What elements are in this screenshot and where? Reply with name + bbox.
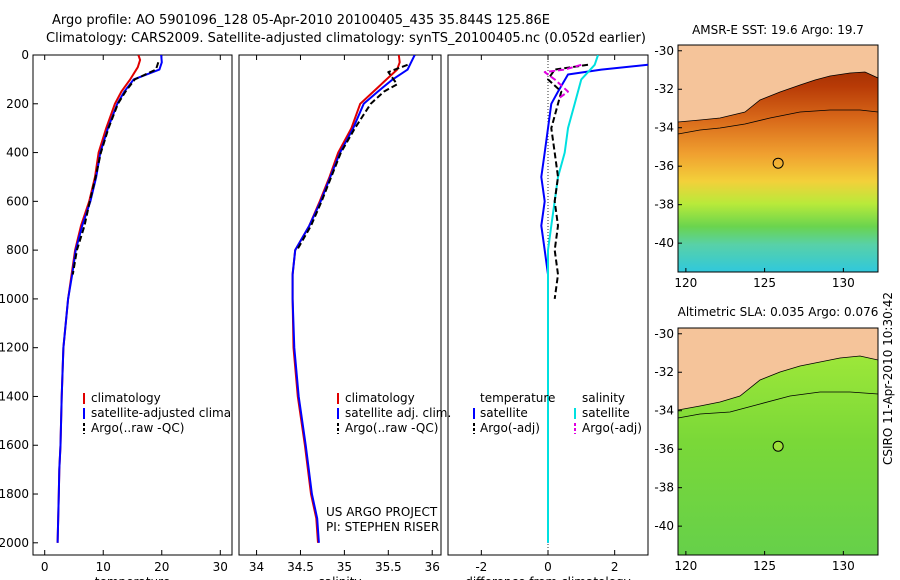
y-tick-label: 600 <box>6 194 29 208</box>
header-line1: Argo profile: AO 5901096_128 05-Apr-2010… <box>52 13 550 28</box>
isobath <box>678 109 878 135</box>
y-tick-label: -40 <box>654 236 674 250</box>
x-tick-label: 130 <box>832 276 855 290</box>
y-tick-label: 1400 <box>0 389 29 403</box>
timestamp-label: CSIRO 11-Apr-2010 10:30:42 <box>881 292 895 465</box>
x-tick-label: 34.5 <box>287 560 314 574</box>
x-tick-label: 130 <box>832 559 855 573</box>
x-tick-label: 125 <box>753 276 776 290</box>
y-tick-label: -32 <box>654 82 674 96</box>
y-tick-label: 1000 <box>0 292 29 306</box>
y-tick-label: 200 <box>6 97 29 111</box>
difference-legend: temperature salinity satellite Argo(-adj… <box>473 391 642 435</box>
x-tick-label: 10 <box>96 560 111 574</box>
y-tick-label: -38 <box>654 198 674 212</box>
series-line <box>56 55 142 543</box>
temperature-panel: 0 10 20 30 temperature 0 200 400 600 800 1000 1200 1… <box>0 48 233 580</box>
series-line <box>291 55 416 543</box>
y-tick-label: 0 <box>21 48 29 62</box>
land-mask <box>678 45 878 122</box>
y-tick-label: -36 <box>654 159 674 173</box>
legend-label-satellite: satellite-adjusted climatology <box>91 406 269 420</box>
y-tick-label: -34 <box>654 121 674 135</box>
x-tick-label: 0 <box>544 560 552 574</box>
isobath <box>678 391 878 419</box>
x-tick-label: 36 <box>425 560 440 574</box>
argo-position-marker <box>772 157 784 169</box>
sst-map-frame <box>677 44 879 273</box>
x-tick-label: -2 <box>475 560 487 574</box>
legend-label-sal-argo: Argo(-adj) <box>582 421 642 435</box>
series-line <box>547 63 589 300</box>
y-tick-label: -30 <box>654 327 674 341</box>
sst-map: AMSR-E SST: 19.6 Argo: 19.7 120 125 130 -30… <box>654 23 879 290</box>
y-tick-label: 2000 <box>0 536 29 550</box>
y-tick-label: 1200 <box>0 341 29 355</box>
x-tick-label: 35.5 <box>375 560 402 574</box>
x-axis-label: salinity <box>318 575 361 580</box>
difference-panel: -2 0 2difference from climatology <box>447 54 649 580</box>
plot-frame <box>238 54 442 556</box>
x-tick-label: 2 <box>611 560 619 574</box>
sst-map-axes: 120 125 130 -30 -32 -34 -36 -38 -40 <box>654 44 854 290</box>
x-tick-label: 34 <box>249 560 264 574</box>
land-mask <box>678 328 878 410</box>
sla-map: Altimetric SLA: 0.035 Argo: 0.076 120 125… <box>654 305 879 573</box>
series-line <box>543 63 582 100</box>
x-tick-label: 20 <box>154 560 169 574</box>
sst-map-title: AMSR-E SST: 19.6 Argo: 19.7 <box>692 23 864 37</box>
legend-label-climatology: climatology <box>91 391 161 405</box>
sla-map-axes: 120 125 130 -30 -32 -34 -36 -38 -40 <box>654 327 854 573</box>
y-tick-label: 400 <box>6 146 29 160</box>
series-line <box>296 63 408 251</box>
series-line <box>540 63 648 543</box>
x-tick-label: 120 <box>674 559 697 573</box>
y-tick-label: -40 <box>654 519 674 533</box>
y-tick-label: 1800 <box>0 487 29 501</box>
argo-position-marker <box>772 440 784 452</box>
credit-line1: US ARGO PROJECT <box>326 505 438 519</box>
legend-label-sal-satellite: satellite <box>582 406 630 420</box>
legend-label-satellite: satellite adj. clim. <box>345 406 451 420</box>
x-tick-label: 120 <box>674 276 697 290</box>
y-tick-label: -34 <box>654 404 674 418</box>
y-tick-label: -36 <box>654 442 674 456</box>
series-line <box>71 61 160 275</box>
temperature-legend: climatology satellite-adjusted climatolo… <box>83 391 269 435</box>
legend-label-climatology: climatology <box>345 391 415 405</box>
legend-label-argo: Argo(..raw -QC) <box>91 421 184 435</box>
x-tick-label: 0 <box>41 560 49 574</box>
y-tick-label: 1600 <box>0 438 29 452</box>
plot-frame <box>32 54 233 556</box>
legend-label-argo: Argo(..raw -QC) <box>345 421 438 435</box>
y-tick-label: -30 <box>654 44 674 58</box>
sla-map-frame <box>677 327 879 556</box>
coastline <box>678 71 878 123</box>
salinity-panel: 34 34.5 35 35.5 36 salinity <box>238 54 442 580</box>
legend-header-salinity: salinity <box>582 391 625 405</box>
header-line2: Climatology: CARS2009. Satellite-adjuste… <box>46 31 646 46</box>
legend-header-temperature: temperature <box>480 391 555 405</box>
x-tick-label: 125 <box>753 559 776 573</box>
credit-line2: PI: STEPHEN RISER <box>326 520 439 534</box>
x-axis-label: temperature <box>95 575 170 580</box>
x-axis-label: difference from climatology <box>465 575 631 580</box>
coastline <box>678 355 878 411</box>
sla-map-title: Altimetric SLA: 0.035 Argo: 0.076 <box>678 305 879 319</box>
salinity-legend: climatology satellite adj. clim. Argo(..… <box>326 391 451 534</box>
legend-label-temp-satellite: satellite <box>480 406 528 420</box>
legend-label-temp-argo: Argo(-adj) <box>480 421 540 435</box>
y-tick-label: -32 <box>654 365 674 379</box>
series-line <box>547 55 599 543</box>
x-tick-label: 30 <box>213 560 228 574</box>
y-tick-label: -38 <box>654 481 674 495</box>
y-tick-label: 800 <box>6 243 29 257</box>
series-line <box>56 55 163 543</box>
x-tick-label: 35 <box>337 560 352 574</box>
